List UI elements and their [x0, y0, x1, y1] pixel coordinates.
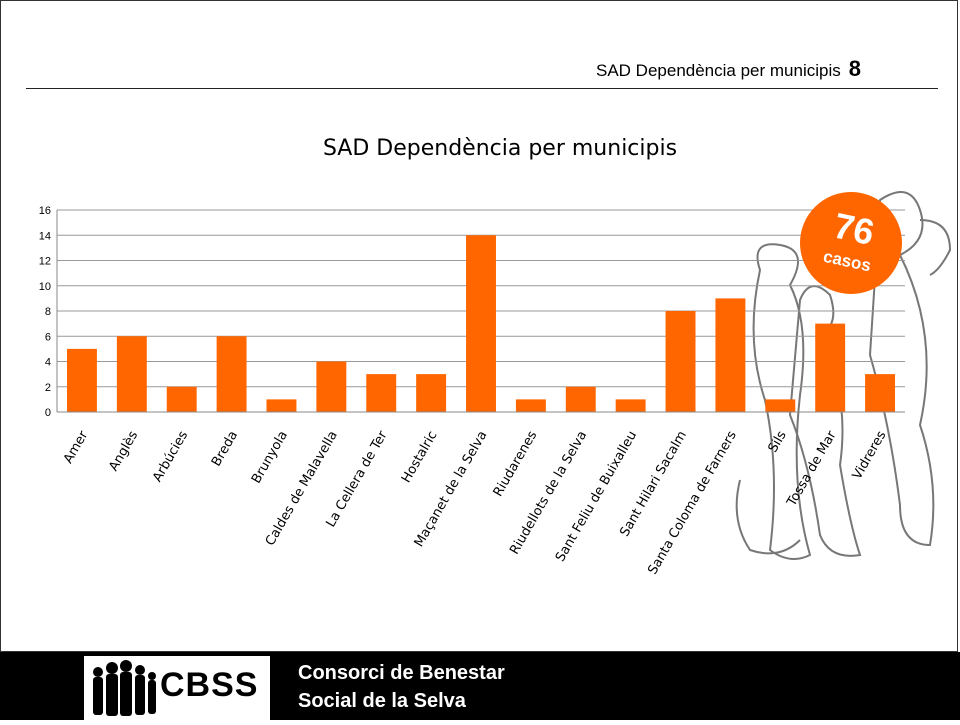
bar-la-cellera-de-ter	[366, 374, 397, 412]
bar-vidreres	[865, 374, 896, 412]
x-tick-label: Tossa de Mar	[784, 428, 840, 510]
people-silhouette-decoration	[735, 191, 952, 560]
header-divider	[26, 88, 938, 89]
people-logo-icon	[93, 660, 156, 716]
y-tick-label: 10	[39, 281, 51, 293]
y-tick-label: 8	[45, 306, 51, 318]
x-tick-label: Arbúcies	[150, 428, 191, 484]
logo-text: CBSS	[160, 666, 259, 704]
y-tick-label: 4	[45, 357, 51, 369]
bar-angl-s	[116, 336, 147, 412]
bar-arb-cies	[166, 386, 197, 412]
y-axis-ticks: 0 2 4 6 8 10 12 14 16	[39, 205, 51, 419]
bars	[66, 235, 896, 412]
y-tick-label: 2	[45, 382, 51, 394]
x-tick-label: Santa Coloma de Farners	[645, 428, 740, 577]
bar-santa-coloma-de-farners	[715, 298, 746, 412]
bar-ma-anet-de-la-selva	[466, 235, 496, 412]
x-tick-label: Amer	[61, 428, 92, 466]
bar-sant-feliu-de-buixalleu	[615, 399, 646, 412]
x-tick-label: Sils	[766, 428, 790, 455]
x-tick-label: Vidreres	[850, 428, 890, 482]
header-title: SAD Dependència per municipis	[596, 61, 841, 80]
y-tick-label: 6	[45, 331, 51, 343]
bar-sils	[765, 399, 796, 412]
bar-brunyola	[266, 399, 297, 412]
bar-chart: SAD Dependència per municipis 0 2 4 6 8 10 12 1…	[39, 136, 952, 577]
y-tick-label: 0	[45, 407, 51, 419]
bar-tossa-de-mar	[815, 323, 846, 412]
org-name-line1: Consorci de Benestar	[298, 662, 505, 684]
y-tick-label: 14	[39, 230, 51, 242]
bar-riudellots-de-la-selva	[565, 386, 596, 412]
x-tick-label: Breda	[209, 429, 241, 470]
bar-hostalric	[416, 374, 447, 412]
bar-breda	[216, 336, 247, 412]
y-tick-label: 16	[39, 205, 51, 217]
y-tick-label: 12	[39, 256, 51, 268]
bar-sant-hilari-sacalm	[665, 311, 696, 412]
x-tick-label: Brunyola	[249, 429, 291, 487]
x-tick-label: Anglès	[106, 428, 141, 474]
page-number: 8	[848, 56, 861, 81]
bar-caldes-de-malavella	[316, 361, 347, 412]
slide-header: SAD Dependència per municipis 8	[596, 56, 936, 84]
bar-amer	[66, 348, 97, 412]
cbss-logo: CBSS	[84, 656, 270, 720]
chart-title: SAD Dependència per municipis	[323, 136, 677, 161]
org-name-line2: Social de la Selva	[298, 690, 466, 712]
bar-riudarenes	[515, 399, 546, 412]
x-tick-label: Riudarenes	[491, 428, 541, 499]
x-tick-label: Hostalric	[399, 429, 441, 486]
